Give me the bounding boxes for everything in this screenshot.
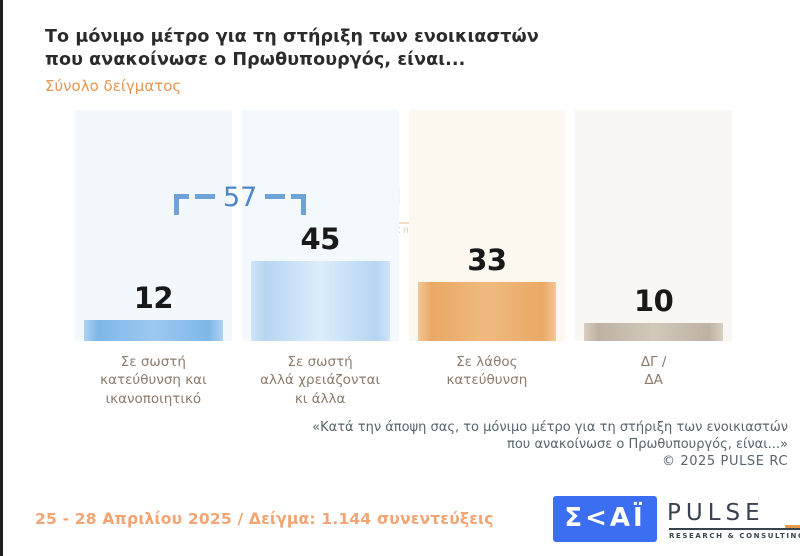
footer: 25 - 28 Απριλίου 2025 / Δείγμα: 1.144 συ… bbox=[3, 490, 800, 556]
category-labels-row: Σε σωστή κατεύθυνση και ικανοποιητικό Σε… bbox=[75, 353, 732, 410]
pulse-logo-rule bbox=[669, 525, 800, 530]
pulse-logo-small-mark bbox=[785, 525, 800, 528]
bar-column-3: 33 bbox=[408, 109, 566, 341]
bracket-dash bbox=[195, 193, 215, 199]
bar-segment bbox=[584, 322, 723, 341]
sample-subtitle: Σύνολο δείγματος bbox=[45, 76, 182, 95]
bar-column-1: 12 bbox=[75, 109, 232, 341]
skai-logo-text: Σ<ΑΪ bbox=[564, 503, 646, 533]
bracket-dash bbox=[265, 193, 286, 199]
category-label: Σε σωστή κατεύθυνση και ικανοποιητικό bbox=[100, 353, 207, 408]
copyright-note: © 2025 PULSE RC bbox=[661, 454, 788, 470]
bar-column-2: 45 bbox=[241, 109, 399, 341]
pulse-logo-name: PULSE bbox=[667, 500, 765, 526]
bar-segment bbox=[84, 319, 223, 341]
header: Το μόνιμο μέτρο για τη στήριξη των ενοικ… bbox=[3, 0, 800, 95]
bar-chart: PULSE RESEARCH & CONSULTING 57 12 45 33 … bbox=[75, 109, 732, 341]
question-quote: «Κατά την άποψη σας, το μόνιμο μέτρο για… bbox=[312, 420, 788, 453]
bar-value-label: 33 bbox=[467, 242, 507, 277]
category-label: Σε σωστή αλλά χρειάζονται κι άλλα bbox=[260, 353, 381, 408]
bar-value-label: 10 bbox=[633, 283, 674, 318]
skai-logo: Σ<ΑΪ bbox=[553, 496, 657, 542]
bar-segment bbox=[250, 260, 390, 341]
category-label: Σε λάθος κατεύθυνση bbox=[446, 353, 528, 389]
category-label: ΔΓ / ΔΑ bbox=[640, 353, 667, 389]
pulse-logo-text: PULSE RESEARCH & CONSULTING bbox=[667, 502, 800, 540]
pulse-logo-tagline: RESEARCH & CONSULTING bbox=[669, 532, 800, 540]
bar-segment bbox=[417, 281, 557, 341]
bracket-right-corner bbox=[291, 193, 307, 215]
fieldwork-info: 25 - 28 Απριλίου 2025 / Δείγμα: 1.144 συ… bbox=[35, 510, 494, 528]
bracket-sum-value: 57 bbox=[223, 181, 258, 213]
page-title: Το μόνιμο μέτρο για τη στήριξη των ενοικ… bbox=[45, 27, 539, 70]
question-quote-block: «Κατά την άποψη σας, το μόνιμο μέτρο για… bbox=[3, 419, 788, 469]
bar-value-label: 45 bbox=[300, 221, 340, 256]
bar-column-4: 10 bbox=[575, 109, 732, 341]
logos: Σ<ΑΪ PULSE RESEARCH & CONSULTING bbox=[553, 496, 800, 542]
bracket-left-corner bbox=[174, 193, 189, 215]
pulse-logo: PULSE RESEARCH & CONSULTING bbox=[664, 498, 800, 540]
bar-value-label: 12 bbox=[133, 280, 174, 315]
sum-bracket: 57 bbox=[174, 184, 307, 215]
